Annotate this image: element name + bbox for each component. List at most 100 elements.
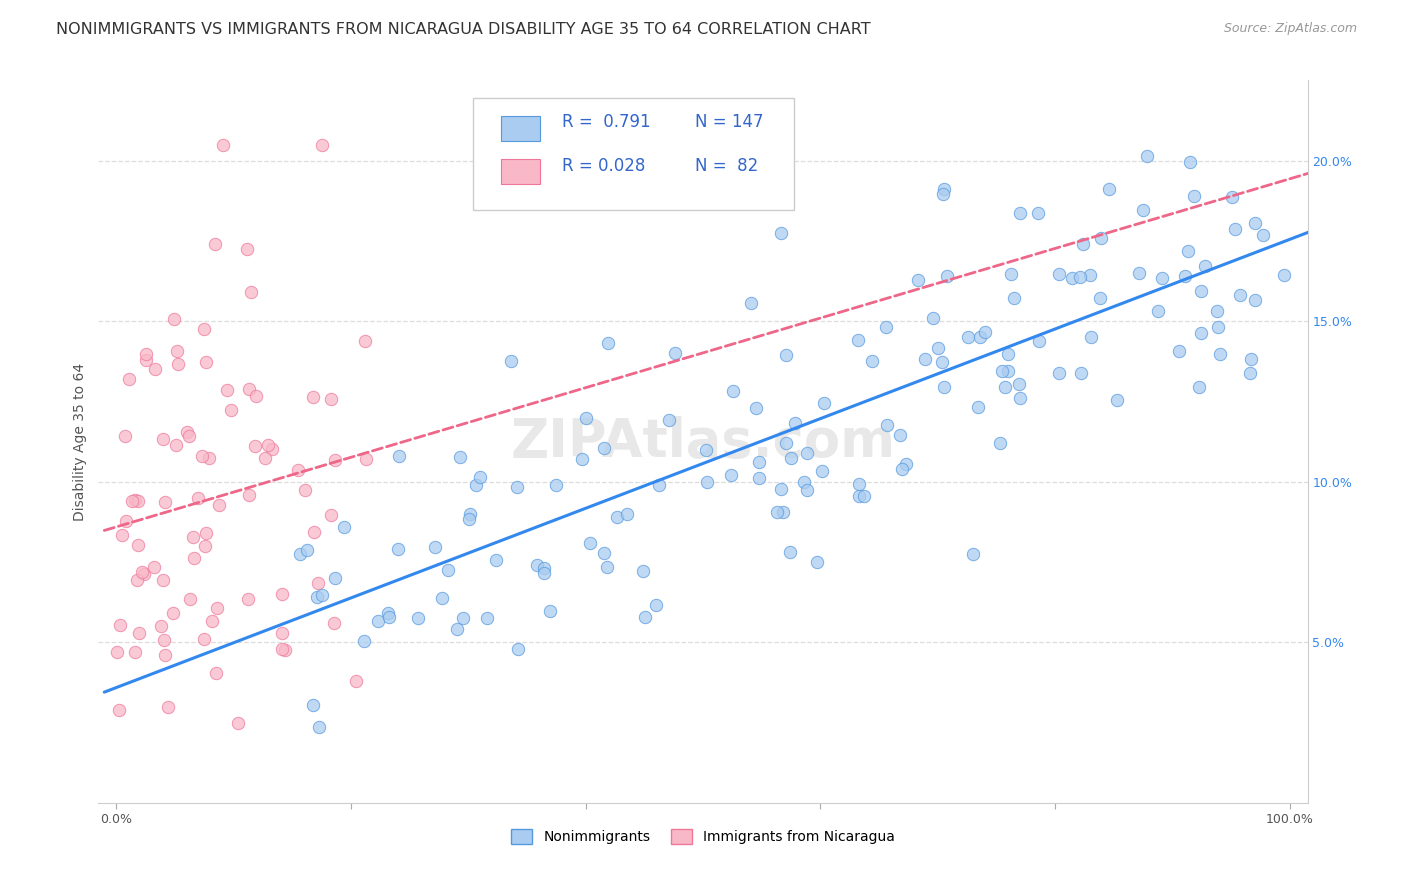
Point (696, 475, 718, 490)
Point (927, 341, 949, 355)
Point (124, 492, 146, 507)
Point (658, 413, 681, 427)
Point (294, 483, 316, 497)
Point (796, 483, 818, 497)
Point (890, 461, 912, 475)
Point (766, 505, 789, 519)
Point (1070, 366, 1092, 380)
Point (914, 351, 936, 366)
Point (1010, 206, 1032, 220)
Point (271, 625, 294, 640)
Point (1002, 291, 1025, 305)
Point (811, 465, 834, 479)
Point (1189, 326, 1212, 341)
Point (967, 400, 990, 414)
Point (648, 478, 671, 492)
Point (934, 380, 956, 394)
Point (290, 547, 312, 561)
Point (132, 567, 155, 582)
Point (458, 512, 481, 526)
Point (499, 354, 522, 368)
Point (1239, 366, 1261, 380)
Point (124, 645, 146, 659)
Point (1026, 205, 1049, 219)
Point (1105, 393, 1128, 408)
Point (226, 715, 249, 730)
Point (118, 372, 141, 386)
Point (187, 491, 209, 505)
Point (105, 645, 128, 659)
Point (1209, 347, 1232, 361)
Point (1047, 366, 1070, 380)
Point (238, 488, 260, 502)
Text: Source: ZipAtlas.com: Source: ZipAtlas.com (1223, 22, 1357, 36)
Point (353, 633, 375, 648)
Legend: Nonimmigrants, Immigrants from Nicaragua: Nonimmigrants, Immigrants from Nicaragua (506, 823, 900, 850)
Point (1047, 267, 1070, 281)
Point (301, 390, 323, 404)
Point (1088, 292, 1111, 306)
Point (127, 538, 149, 552)
Point (211, 137, 233, 152)
Point (848, 333, 870, 347)
Point (344, 673, 367, 688)
Point (128, 625, 150, 640)
Point (1136, 149, 1159, 163)
Point (143, 362, 166, 376)
Point (157, 699, 180, 714)
Point (353, 334, 375, 348)
Point (274, 643, 297, 657)
Point (262, 442, 284, 456)
Point (932, 182, 955, 196)
Point (321, 508, 343, 522)
Point (377, 607, 399, 621)
Text: NONIMMIGRANTS VS IMMIGRANTS FROM NICARAGUA DISABILITY AGE 35 TO 64 CORRELATION C: NONIMMIGRANTS VS IMMIGRANTS FROM NICARAG… (56, 22, 870, 37)
Point (806, 555, 828, 569)
Point (889, 428, 911, 442)
Point (388, 449, 411, 463)
Point (287, 463, 309, 477)
Point (114, 514, 136, 528)
Point (458, 508, 481, 522)
Point (166, 343, 188, 358)
Point (894, 457, 917, 471)
Point (215, 383, 238, 397)
Point (723, 384, 745, 399)
Point (772, 505, 794, 519)
Point (848, 476, 870, 491)
Point (204, 236, 226, 251)
Point (367, 614, 389, 628)
Point (579, 536, 602, 550)
Point (323, 571, 346, 585)
Point (907, 273, 929, 287)
Point (378, 610, 401, 624)
Point (208, 498, 231, 512)
Point (485, 553, 508, 567)
Point (142, 559, 165, 574)
Point (191, 449, 214, 463)
Point (236, 591, 259, 606)
Point (152, 432, 174, 446)
Point (238, 382, 260, 396)
Point (163, 311, 186, 326)
Point (780, 451, 803, 466)
Point (205, 601, 228, 615)
Point (1194, 259, 1216, 273)
Point (127, 493, 149, 508)
Point (201, 614, 224, 628)
Point (616, 507, 638, 521)
Point (848, 489, 870, 503)
Point (506, 480, 529, 494)
Point (176, 425, 198, 440)
Point (319, 392, 342, 406)
Point (775, 436, 797, 450)
Point (779, 545, 801, 559)
Point (1147, 303, 1170, 318)
Point (323, 452, 346, 467)
Text: R = 0.028: R = 0.028 (561, 156, 645, 175)
Point (969, 329, 991, 343)
Point (533, 566, 555, 580)
Point (181, 530, 204, 544)
Point (720, 467, 742, 482)
Point (1098, 182, 1121, 196)
